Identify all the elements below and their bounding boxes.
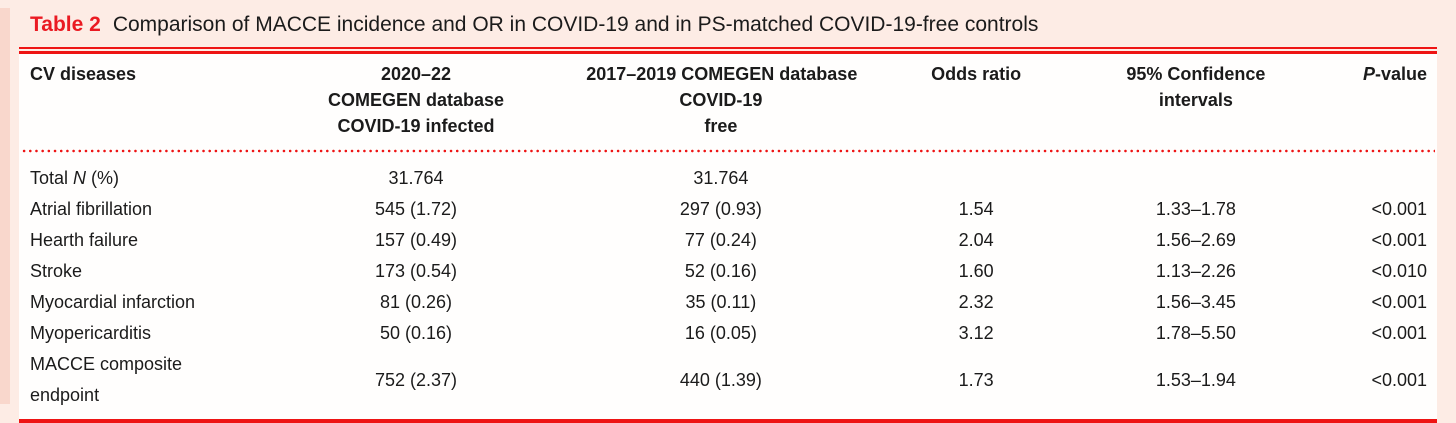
header-covid-free-line3: free bbox=[704, 116, 738, 136]
cell-covid-free: 77 (0.24) bbox=[684, 230, 757, 250]
cell-disease: Hearth failure bbox=[30, 230, 139, 250]
header-covid-infected-line3: COVID-19 infected bbox=[337, 116, 495, 136]
header-covid-free-line2: COVID-19 bbox=[679, 90, 763, 110]
table-caption-label: Table 2 bbox=[30, 13, 101, 36]
header-confidence-intervals: 95% Confidence intervals bbox=[1126, 64, 1266, 110]
cell-disease: Myopericarditis bbox=[30, 323, 152, 343]
cell-odds-ratio: 1.54 bbox=[958, 199, 994, 219]
table-row: MACCE composite endpoint 752 (2.37) 440 … bbox=[19, 349, 1437, 411]
table-body-area: CV diseases 2020–22 COMEGEN database COV… bbox=[19, 54, 1437, 419]
table-bottom-rule bbox=[19, 419, 1437, 423]
dotted-separator bbox=[21, 149, 1435, 153]
table-row: Stroke 173 (0.54) 52 (0.16) 1.60 1.13–2.… bbox=[19, 256, 1437, 287]
cell-confidence-interval: 1.78–5.50 bbox=[1155, 323, 1236, 343]
cell-confidence-interval: 1.53–1.94 bbox=[1155, 369, 1236, 390]
cell-covid-infected: 157 (0.49) bbox=[375, 230, 458, 250]
table-top-rule bbox=[19, 47, 1437, 54]
header-covid-infected: 2020–22 COMEGEN database COVID-19 infect… bbox=[246, 54, 586, 149]
table-row: Hearth failure 157 (0.49) 77 (0.24) 2.04… bbox=[19, 225, 1437, 256]
cell-covid-infected: 752 (2.37) bbox=[375, 369, 458, 390]
page-margin-strip bbox=[0, 8, 10, 404]
cell-covid-free: 35 (0.11) bbox=[685, 292, 757, 312]
cell-p-value: <0.010 bbox=[1371, 261, 1427, 281]
cell-disease: Stroke bbox=[30, 261, 83, 281]
macce-comparison-table: CV diseases 2020–22 COMEGEN database COV… bbox=[19, 54, 1437, 411]
cell-disease: Atrial fibrillation bbox=[30, 199, 153, 219]
cell-p-value: <0.001 bbox=[1371, 323, 1427, 343]
table-caption-text: Comparison of MACCE incidence and OR in … bbox=[112, 13, 1039, 36]
header-covid-free: 2017–2019 COMEGEN database COVID-19 free bbox=[586, 54, 858, 149]
header-odds-ratio: Odds ratio bbox=[931, 64, 1022, 84]
cell-odds-ratio: 2.32 bbox=[958, 292, 994, 312]
cell-covid-infected: 545 (1.72) bbox=[375, 199, 458, 219]
cell-odds-ratio: 1.73 bbox=[958, 369, 994, 390]
table-row: Atrial fibrillation 545 (1.72) 297 (0.93… bbox=[19, 194, 1437, 225]
cell-disease: Total N (%) bbox=[30, 168, 120, 188]
cell-p-value bbox=[1295, 163, 1437, 194]
cell-p-value: <0.001 bbox=[1371, 230, 1427, 250]
cell-odds-ratio: 2.04 bbox=[958, 230, 994, 250]
cell-covid-infected: 31.764 bbox=[388, 168, 444, 188]
header-covid-infected-line1: 2020–22 bbox=[380, 64, 452, 84]
table-row: Myopericarditis 50 (0.16) 16 (0.05) 3.12… bbox=[19, 318, 1437, 349]
header-p-value-italic: P bbox=[1362, 64, 1375, 84]
cell-confidence-interval bbox=[1097, 163, 1296, 194]
header-covid-free-line1: 2017–2019 COMEGEN database bbox=[586, 64, 858, 84]
table-row-total: Total N (%) 31.764 31.764 bbox=[19, 163, 1437, 194]
cell-confidence-interval: 1.33–1.78 bbox=[1155, 199, 1236, 219]
cell-confidence-interval: 1.13–2.26 bbox=[1155, 261, 1236, 281]
header-covid-infected-line2: COMEGEN database bbox=[328, 90, 505, 110]
cell-odds-ratio: 1.60 bbox=[958, 261, 994, 281]
cell-covid-free: 440 (1.39) bbox=[679, 369, 762, 390]
header-cv-diseases: CV diseases bbox=[30, 64, 137, 84]
table-header-row: CV diseases 2020–22 COMEGEN database COV… bbox=[19, 54, 1437, 149]
cell-covid-free: 16 (0.05) bbox=[684, 323, 757, 343]
cell-confidence-interval: 1.56–2.69 bbox=[1155, 230, 1236, 250]
cell-covid-free: 297 (0.93) bbox=[679, 199, 762, 219]
cell-covid-infected: 173 (0.54) bbox=[375, 261, 458, 281]
cell-disease: MACCE composite endpoint bbox=[30, 354, 183, 405]
cell-odds-ratio bbox=[856, 163, 1097, 194]
header-p-value: P-value bbox=[1295, 54, 1437, 149]
total-n-italic: N bbox=[73, 168, 87, 188]
cell-covid-infected: 81 (0.26) bbox=[380, 292, 453, 312]
cell-odds-ratio: 3.12 bbox=[958, 323, 994, 343]
cell-covid-free: 52 (0.16) bbox=[684, 261, 757, 281]
cell-covid-free: 31.764 bbox=[693, 168, 749, 188]
cell-covid-infected: 50 (0.16) bbox=[380, 323, 453, 343]
cell-p-value: <0.001 bbox=[1371, 199, 1427, 219]
cell-disease: Myocardial infarction bbox=[30, 292, 196, 312]
header-p-value-rest: -value bbox=[1374, 64, 1427, 84]
table-row: Myocardial infarction 81 (0.26) 35 (0.11… bbox=[19, 287, 1437, 318]
cell-p-value: <0.001 bbox=[1371, 292, 1427, 312]
table-caption: Table 2 Comparison of MACCE incidence and… bbox=[0, 0, 1456, 39]
header-separator-row bbox=[19, 149, 1437, 163]
cell-p-value: <0.001 bbox=[1371, 369, 1427, 390]
cell-confidence-interval: 1.56–3.45 bbox=[1155, 292, 1236, 312]
